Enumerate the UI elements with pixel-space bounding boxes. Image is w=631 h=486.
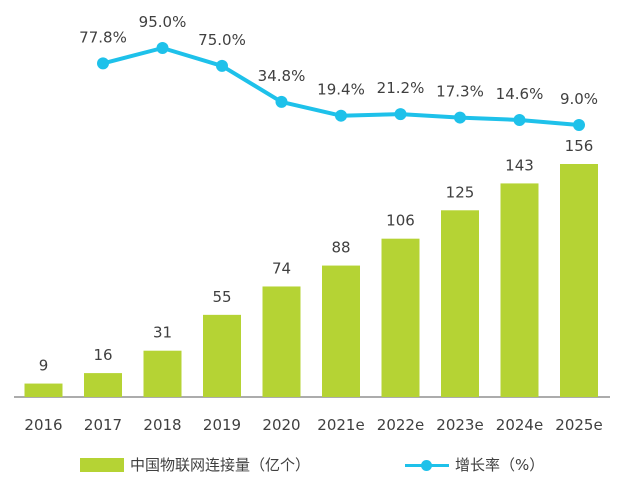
bar-value-label: 16 xyxy=(93,346,112,364)
line-value-label: 95.0% xyxy=(139,13,187,31)
bar xyxy=(560,164,598,397)
legend-item-bar: 中国物联网连接量（亿个） xyxy=(80,454,310,475)
line-point xyxy=(156,42,169,54)
bar xyxy=(262,286,301,397)
line-value-label: 75.0% xyxy=(198,31,246,49)
line-point xyxy=(573,119,585,131)
bar-value-label: 31 xyxy=(153,324,172,342)
x-tick-label: 2024e xyxy=(496,416,543,434)
line-value-label: 19.4% xyxy=(317,81,365,99)
legend-bar-swatch xyxy=(80,457,124,472)
line-point xyxy=(513,113,526,126)
x-tick-label: 2019 xyxy=(203,416,241,434)
line-value-label: 17.3% xyxy=(436,83,484,101)
line-value-label: 9.0% xyxy=(560,90,598,108)
line-point xyxy=(335,109,347,122)
legend-bar-label: 中国物联网连接量（亿个） xyxy=(130,456,311,474)
line-point xyxy=(454,111,466,124)
x-tick-label: 2025e xyxy=(555,416,602,434)
bar xyxy=(203,314,241,397)
bar xyxy=(381,238,420,397)
bar-value-label: 143 xyxy=(505,156,534,174)
labels-layer: 9 16 31 55 74 88 106 125 143 156 77.8% 95.0% 75.0% 34… xyxy=(39,13,598,375)
legend-item-line: 增长率（%） xyxy=(405,454,544,475)
bar xyxy=(24,383,63,397)
x-tick-label: 2022e xyxy=(377,416,424,434)
line-layer xyxy=(97,42,585,131)
line-value-label: 34.8% xyxy=(258,67,306,85)
line-value-label: 14.6% xyxy=(496,85,544,103)
line-point xyxy=(216,59,228,72)
bar xyxy=(441,210,479,397)
legend: 中国物联网连接量（亿个） 增长率（%） xyxy=(0,454,631,478)
bar xyxy=(84,373,122,397)
x-tick-labels: 2016 2017 2018 2019 2020 2021e 2022e 2023e 2024e… xyxy=(24,416,602,434)
bar xyxy=(322,265,360,397)
bar-value-label: 88 xyxy=(331,239,350,257)
x-tick-label: 2017 xyxy=(84,416,122,434)
line-point xyxy=(275,95,288,108)
bar-value-label: 9 xyxy=(39,357,49,375)
line-point xyxy=(97,57,109,70)
line-value-label: 21.2% xyxy=(377,79,425,97)
bar-value-label: 106 xyxy=(386,212,415,230)
bar xyxy=(500,183,539,397)
line-point xyxy=(394,108,407,121)
legend-line-label: 增长率（%） xyxy=(455,456,545,474)
bar-value-label: 55 xyxy=(212,288,231,306)
bar-value-label: 125 xyxy=(446,183,475,201)
bar-value-label: 74 xyxy=(272,259,291,277)
x-tick-label: 2016 xyxy=(24,416,62,434)
x-tick-label: 2023e xyxy=(436,416,483,434)
chart-canvas: 9 16 31 55 74 88 106 125 143 156 77.8% 95.0% 75.0% 34… xyxy=(14,13,610,434)
bar-value-label: 156 xyxy=(565,137,594,155)
x-tick-label: 2021e xyxy=(317,416,364,434)
bar xyxy=(143,350,182,397)
x-tick-label: 2018 xyxy=(143,416,181,434)
bars-layer xyxy=(24,164,598,397)
line-value-label: 77.8% xyxy=(79,28,127,46)
legend-line-swatch xyxy=(405,458,449,472)
x-tick-label: 2020 xyxy=(262,416,300,434)
